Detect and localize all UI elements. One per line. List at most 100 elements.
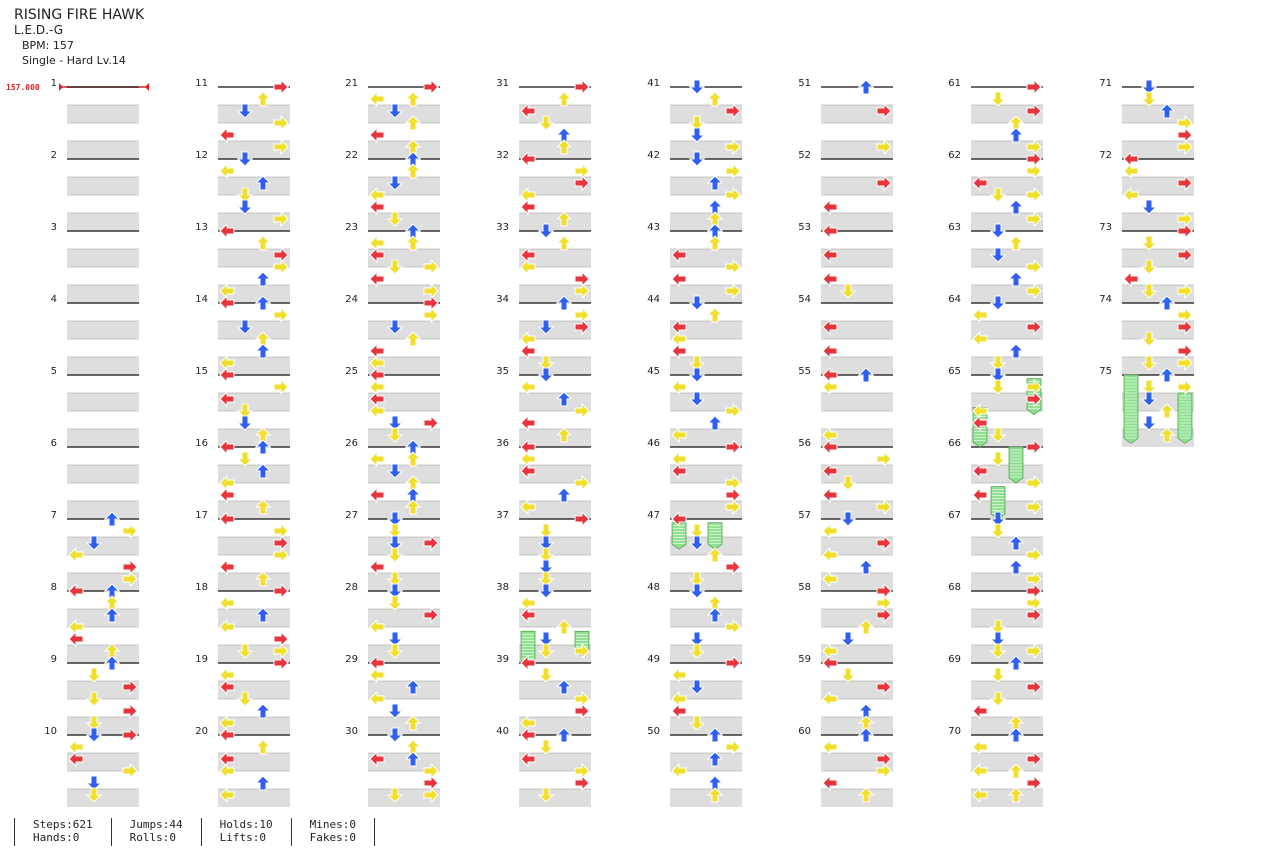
song-header: RISING FIRE HAWK L.E.D.-G BPM: 157 Singl… [14, 8, 144, 68]
beat-band [519, 285, 591, 303]
measure-number: 58 [798, 582, 811, 593]
up-arrow-icon [255, 343, 271, 359]
left-arrow-icon [1123, 271, 1139, 287]
down-arrow-icon [1141, 91, 1157, 107]
beat-band [821, 393, 893, 411]
beat-band [1122, 285, 1194, 303]
measure-number: 63 [948, 222, 961, 233]
measure-7: 7 [51, 510, 139, 591]
beat-band [519, 645, 591, 663]
measure-number: 71 [1099, 78, 1112, 89]
measure-62: 62 [948, 150, 1043, 231]
beat-band [971, 321, 1043, 339]
stat-group-jumps: Jumps:44 Rolls:0 [110, 818, 201, 846]
up-arrow-icon [707, 415, 723, 431]
beat-band [519, 105, 591, 123]
left-arrow-icon [520, 379, 536, 395]
beat-band [1122, 393, 1194, 411]
beat-band [821, 429, 893, 447]
beat-band [218, 105, 290, 123]
measure-68: 68 [948, 582, 1043, 663]
up-arrow-icon [707, 235, 723, 251]
measure-number: 45 [647, 366, 660, 377]
down-arrow-icon [387, 703, 403, 719]
up-arrow-icon [1008, 127, 1024, 143]
measure-75: 75 [1099, 366, 1194, 447]
measure-number: 72 [1099, 150, 1112, 161]
beat-band [821, 141, 893, 159]
measure-17: 17 [195, 510, 290, 591]
right-arrow-icon [273, 307, 289, 323]
measure-number: 31 [496, 78, 509, 89]
beat-band [670, 465, 742, 483]
measure-number: 11 [195, 78, 208, 89]
measure-47: 47 [647, 510, 742, 591]
beat-band [971, 501, 1043, 519]
right-arrow-icon [423, 415, 439, 431]
right-arrow-icon [725, 163, 741, 179]
beat-band [218, 537, 290, 555]
measure-number: 40 [496, 726, 509, 737]
hold-note [671, 522, 687, 550]
down-arrow-icon [990, 523, 1006, 539]
down-arrow-icon [1141, 235, 1157, 251]
beat-band [971, 645, 1043, 663]
left-arrow-icon [822, 775, 838, 791]
beat-band [1122, 249, 1194, 267]
beat-band [670, 537, 742, 555]
beat-band [368, 177, 440, 195]
up-arrow-icon [1008, 559, 1024, 575]
left-arrow-icon [972, 487, 988, 503]
beat-band [670, 141, 742, 159]
measure-28: 28 [345, 582, 440, 663]
measure-number: 19 [195, 654, 208, 665]
measure-number: 56 [798, 438, 811, 449]
beat-band [368, 321, 440, 339]
beat-band [519, 141, 591, 159]
stat-group-steps: Steps:621 Hands:0 [14, 818, 111, 846]
measure-44: 44 [647, 294, 742, 375]
beat-band [368, 105, 440, 123]
measure-9: 9 [51, 654, 139, 735]
measure-11: 11 [195, 78, 290, 159]
beat-band [67, 213, 139, 231]
up-arrow-icon [405, 235, 421, 251]
beat-band [368, 465, 440, 483]
measure-number: 4 [51, 294, 57, 305]
left-arrow-icon [219, 163, 235, 179]
beat-band [67, 789, 139, 807]
left-arrow-icon [369, 487, 385, 503]
up-arrow-icon [405, 451, 421, 467]
measure-number: 7 [51, 510, 57, 521]
measure-61: 61 [948, 78, 1043, 159]
measure-13: 13 [195, 222, 290, 303]
measure-34: 34 [496, 294, 591, 375]
chart-difficulty: Single - Hard Lv.14 [22, 54, 126, 67]
beat-band [821, 573, 893, 591]
up-arrow-icon [255, 235, 271, 251]
left-arrow-icon [369, 451, 385, 467]
down-arrow-icon [840, 667, 856, 683]
beat-band [218, 645, 290, 663]
beat-band [1122, 105, 1194, 123]
song-bpm: BPM: 157 [22, 39, 74, 52]
stat-jumps: Jumps:44 [129, 818, 183, 831]
hold-note [1177, 392, 1193, 444]
beat-band [821, 285, 893, 303]
up-arrow-icon [556, 235, 572, 251]
beat-band [1122, 321, 1194, 339]
right-arrow-icon [122, 523, 138, 539]
left-arrow-icon [219, 127, 235, 143]
measure-26: 26 [345, 438, 440, 519]
beat-band [368, 609, 440, 627]
beat-band [670, 429, 742, 447]
beat-band [670, 501, 742, 519]
measure-number: 38 [496, 582, 509, 593]
left-arrow-icon [822, 199, 838, 215]
down-arrow-icon [990, 379, 1006, 395]
beat-band [971, 717, 1043, 735]
beat-band [1122, 177, 1194, 195]
measure-number: 35 [496, 366, 509, 377]
measure-number: 54 [798, 294, 811, 305]
measure-74: 74 [1099, 294, 1194, 375]
